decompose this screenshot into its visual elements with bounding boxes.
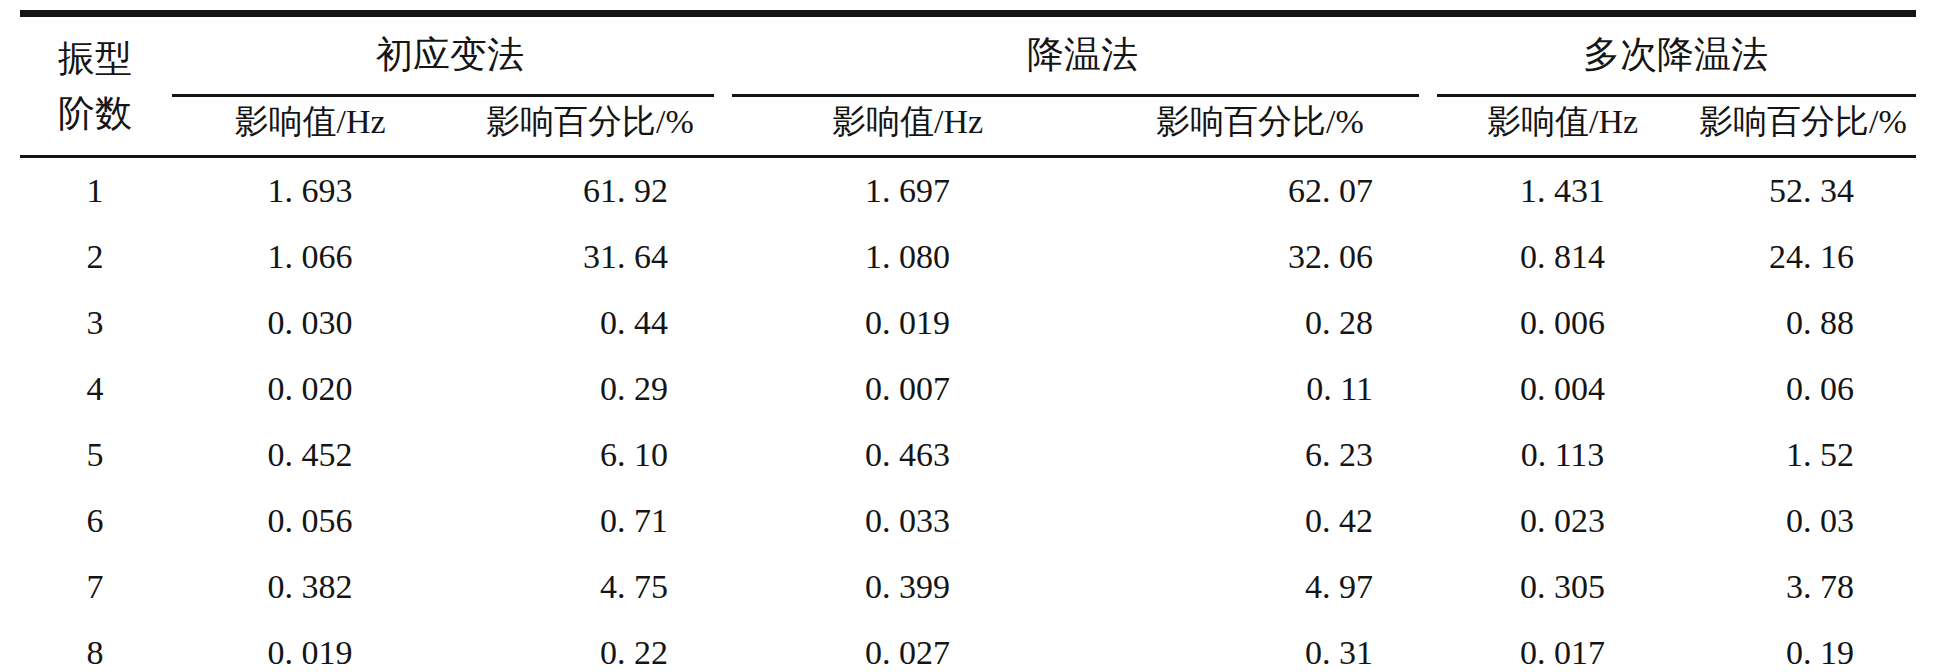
table-row: 60. 0560. 710. 0330. 420. 0230. 03 xyxy=(20,488,1916,554)
group-underline xyxy=(732,94,1419,97)
table-row: 50. 4526. 100. 4636. 230. 1131. 52 xyxy=(20,422,1916,488)
group-header-initial-strain-method: 初应变法 xyxy=(170,14,730,98)
influence-percent-cell: 0. 44 xyxy=(450,290,730,356)
influence-percent-cell: 4. 75 xyxy=(450,554,730,620)
subheader-influence-percent-1: 影响百分比/% xyxy=(450,97,730,157)
subheader-influence-percent-2: 影响百分比/% xyxy=(1085,97,1435,157)
mode-order-cell: 3 xyxy=(20,290,170,356)
mode-order-cell: 8 xyxy=(20,620,170,672)
influence-percent-cell: 4. 97 xyxy=(1085,554,1435,620)
influence-percent-cell: 6. 23 xyxy=(1085,422,1435,488)
corner-header-line2: 阶数 xyxy=(20,86,170,142)
influence-percent-cell: 0. 03 xyxy=(1690,488,1916,554)
group-label: 多次降温法 xyxy=(1583,34,1768,75)
subheader-influence-value-1: 影响值/Hz xyxy=(170,97,450,157)
group-header-row: 振型 阶数 初应变法 降温法 多次降温法 xyxy=(20,14,1916,98)
group-label: 初应变法 xyxy=(376,34,524,75)
influence-value-cell: 0. 382 xyxy=(170,554,450,620)
table-row: 30. 0300. 440. 0190. 280. 0060. 88 xyxy=(20,290,1916,356)
influence-percent-cell: 6. 10 xyxy=(450,422,730,488)
influence-value-cell: 0. 019 xyxy=(170,620,450,672)
influence-value-cell: 0. 463 xyxy=(730,422,1085,488)
influence-value-cell: 0. 027 xyxy=(730,620,1085,672)
group-header-multiple-cooling-method: 多次降温法 xyxy=(1435,14,1916,98)
group-underline xyxy=(172,94,714,97)
influence-value-cell: 0. 814 xyxy=(1435,224,1690,290)
influence-percent-cell: 0. 06 xyxy=(1690,356,1916,422)
table-header: 振型 阶数 初应变法 降温法 多次降温法 影响值/Hz 影响百分比/ xyxy=(20,14,1916,157)
mode-order-cell: 6 xyxy=(20,488,170,554)
influence-value-cell: 0. 017 xyxy=(1435,620,1690,672)
influence-value-cell: 0. 113 xyxy=(1435,422,1690,488)
influence-percent-cell: 24. 16 xyxy=(1690,224,1916,290)
influence-value-cell: 0. 056 xyxy=(170,488,450,554)
influence-percent-cell: 0. 28 xyxy=(1085,290,1435,356)
mode-order-cell: 2 xyxy=(20,224,170,290)
influence-value-cell: 1. 080 xyxy=(730,224,1085,290)
influence-value-cell: 1. 697 xyxy=(730,157,1085,225)
mode-order-cell: 5 xyxy=(20,422,170,488)
influence-value-cell: 1. 066 xyxy=(170,224,450,290)
table-row: 40. 0200. 290. 0070. 110. 0040. 06 xyxy=(20,356,1916,422)
influence-percent-cell: 0. 22 xyxy=(450,620,730,672)
influence-value-cell: 0. 004 xyxy=(1435,356,1690,422)
influence-percent-cell: 0. 29 xyxy=(450,356,730,422)
table-row: 21. 06631. 641. 08032. 060. 81424. 16 xyxy=(20,224,1916,290)
subheader-influence-percent-3: 影响百分比/% xyxy=(1690,97,1916,157)
table-row: 80. 0190. 220. 0270. 310. 0170. 19 xyxy=(20,620,1916,672)
influence-value-cell: 0. 006 xyxy=(1435,290,1690,356)
influence-percent-cell: 1. 52 xyxy=(1690,422,1916,488)
influence-percent-cell: 0. 19 xyxy=(1690,620,1916,672)
data-table: 振型 阶数 初应变法 降温法 多次降温法 影响值/Hz 影响百分比/ xyxy=(20,10,1916,672)
influence-value-cell: 0. 020 xyxy=(170,356,450,422)
influence-value-cell: 1. 693 xyxy=(170,157,450,225)
mode-order-cell: 1 xyxy=(20,157,170,225)
table-row: 70. 3824. 750. 3994. 970. 3053. 78 xyxy=(20,554,1916,620)
group-label: 降温法 xyxy=(1027,34,1138,75)
subheader-influence-value-3: 影响值/Hz xyxy=(1435,97,1690,157)
influence-percent-cell: 3. 78 xyxy=(1690,554,1916,620)
influence-percent-cell: 62. 07 xyxy=(1085,157,1435,225)
influence-value-cell: 0. 023 xyxy=(1435,488,1690,554)
influence-value-cell: 0. 399 xyxy=(730,554,1085,620)
influence-percent-cell: 52. 34 xyxy=(1690,157,1916,225)
table-row: 11. 69361. 921. 69762. 071. 43152. 34 xyxy=(20,157,1916,225)
influence-percent-cell: 61. 92 xyxy=(450,157,730,225)
influence-value-cell: 0. 033 xyxy=(730,488,1085,554)
table-body: 11. 69361. 921. 69762. 071. 43152. 3421.… xyxy=(20,157,1916,672)
influence-percent-cell: 0. 71 xyxy=(450,488,730,554)
group-underline xyxy=(1437,94,1916,97)
influence-percent-cell: 31. 64 xyxy=(450,224,730,290)
influence-value-cell: 1. 431 xyxy=(1435,157,1690,225)
subheader-influence-value-2: 影响值/Hz xyxy=(730,97,1085,157)
influence-percent-cell: 0. 88 xyxy=(1690,290,1916,356)
subheader-row: 影响值/Hz 影响百分比/% 影响值/Hz 影响百分比/% 影响值/Hz 影响百… xyxy=(20,97,1916,157)
corner-header-line1: 振型 xyxy=(20,31,170,87)
influence-value-cell: 0. 305 xyxy=(1435,554,1690,620)
corner-header-mode-order: 振型 阶数 xyxy=(20,14,170,157)
mode-order-cell: 4 xyxy=(20,356,170,422)
influence-value-cell: 0. 030 xyxy=(170,290,450,356)
page: 振型 阶数 初应变法 降温法 多次降温法 影响值/Hz 影响百分比/ xyxy=(0,0,1936,672)
influence-percent-cell: 0. 42 xyxy=(1085,488,1435,554)
mode-order-cell: 7 xyxy=(20,554,170,620)
influence-value-cell: 0. 007 xyxy=(730,356,1085,422)
group-header-cooling-method: 降温法 xyxy=(730,14,1435,98)
influence-value-cell: 0. 019 xyxy=(730,290,1085,356)
influence-percent-cell: 0. 11 xyxy=(1085,356,1435,422)
influence-percent-cell: 32. 06 xyxy=(1085,224,1435,290)
influence-value-cell: 0. 452 xyxy=(170,422,450,488)
influence-percent-cell: 0. 31 xyxy=(1085,620,1435,672)
